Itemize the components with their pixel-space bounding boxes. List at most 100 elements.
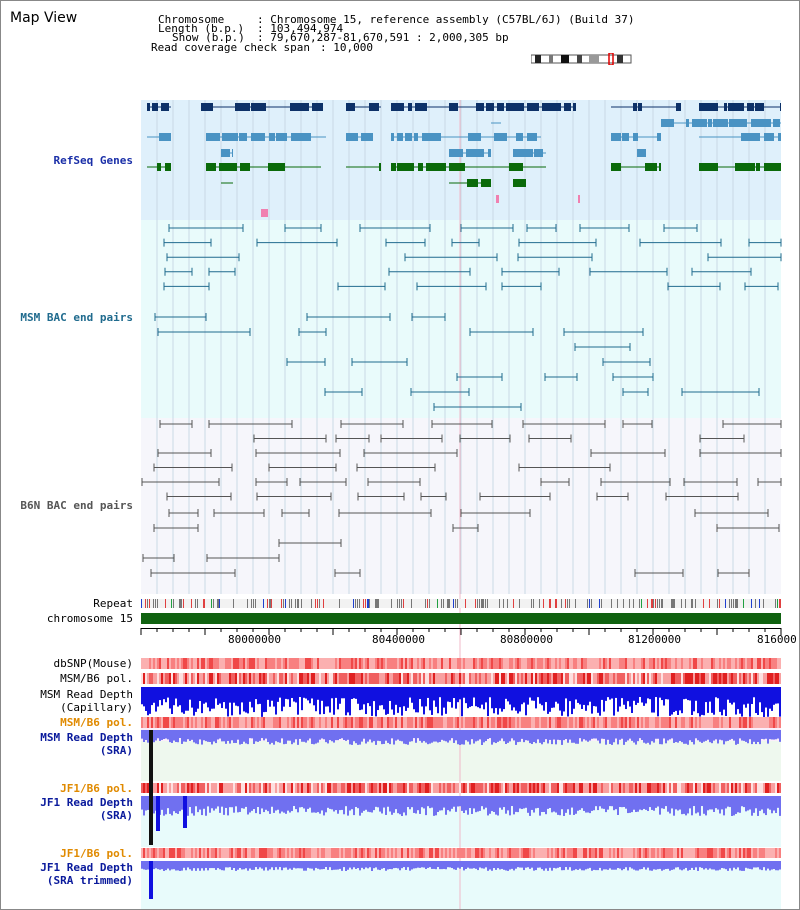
depth-bar xyxy=(419,861,421,868)
polymorphism-cell xyxy=(435,848,437,858)
polymorphism-cell xyxy=(363,658,365,669)
polymorphism-cell xyxy=(595,673,597,684)
polymorphism-cell xyxy=(287,783,289,793)
repeat-element xyxy=(499,599,500,608)
depth-bar xyxy=(181,730,183,744)
depth-bar xyxy=(537,796,539,808)
depth-bar xyxy=(533,796,535,813)
polymorphism-cell xyxy=(313,783,315,793)
gene-exon xyxy=(764,133,774,141)
polymorphism-cell xyxy=(387,673,389,684)
polymorphism-cell xyxy=(155,673,157,684)
polymorphism-cell xyxy=(725,673,727,684)
depth-bar xyxy=(449,687,451,703)
polymorphism-cell xyxy=(329,658,331,669)
chromosome-bar[interactable] xyxy=(141,613,781,624)
repeat-element xyxy=(443,599,444,608)
depth-bar xyxy=(227,796,229,816)
depth-bar xyxy=(227,687,229,717)
polymorphism-cell xyxy=(773,848,775,858)
polymorphism-cell xyxy=(209,717,211,728)
polymorphism-cell xyxy=(457,673,459,684)
gene-exon xyxy=(251,133,265,141)
depth-bar xyxy=(441,796,443,811)
gene-exon xyxy=(222,133,238,141)
polymorphism-cell xyxy=(615,717,617,728)
depth-bar xyxy=(685,861,687,868)
repeat-element xyxy=(641,599,642,608)
depth-bar xyxy=(359,861,361,871)
depth-bar xyxy=(677,796,679,811)
polymorphism-cell xyxy=(631,658,633,669)
depth-bar xyxy=(245,730,247,744)
chromosome-ideogram[interactable] xyxy=(531,53,635,65)
depth-bar xyxy=(403,730,405,744)
polymorphism-cell xyxy=(709,673,711,684)
polymorphism-cell xyxy=(409,658,411,669)
depth-bar xyxy=(235,796,237,807)
depth-bar xyxy=(147,730,149,743)
polymorphism-cell xyxy=(593,848,595,858)
polymorphism-cell xyxy=(579,717,581,728)
depth-bar xyxy=(375,687,377,717)
depth-bar xyxy=(379,796,381,812)
polymorphism-cell xyxy=(271,783,273,793)
depth-bar xyxy=(395,730,397,741)
depth-bar xyxy=(221,861,223,871)
polymorphism-cell xyxy=(477,717,479,728)
refseq-genes-label[interactable]: RefSeq Genes xyxy=(53,154,133,167)
depth-bar xyxy=(215,861,217,870)
depth-bar xyxy=(763,861,765,868)
polymorphism-cell xyxy=(437,658,439,669)
depth-bar xyxy=(217,861,219,869)
polymorphism-cell xyxy=(649,717,651,728)
polymorphism-cell xyxy=(339,673,341,684)
depth-bar xyxy=(771,730,773,740)
depth-bar xyxy=(287,861,289,870)
polymorphism-cell xyxy=(767,658,769,669)
polymorphism-cell xyxy=(263,658,265,669)
depth-bar xyxy=(545,861,547,869)
polymorphism-cell xyxy=(635,717,637,728)
polymorphism-cell xyxy=(277,658,279,669)
depth-bar xyxy=(171,687,173,714)
depth-bar xyxy=(467,796,469,815)
polymorphism-cell xyxy=(343,658,345,669)
polymorphism-cell xyxy=(411,848,413,858)
polymorphism-cell xyxy=(603,783,605,793)
depth-bar xyxy=(279,730,281,743)
msm-bac-label[interactable]: MSM BAC end pairs xyxy=(20,311,133,324)
polymorphism-cell xyxy=(559,673,561,684)
depth-bar xyxy=(683,796,685,814)
depth-bar xyxy=(639,861,641,870)
repeat-element xyxy=(297,599,299,608)
polymorphism-cell xyxy=(645,848,647,858)
b6n-bac-label[interactable]: B6N BAC end pairs xyxy=(20,499,133,512)
repeat-element xyxy=(181,599,182,608)
polymorphism-cell xyxy=(755,673,757,684)
polymorphism-cell xyxy=(577,673,579,684)
depth-bar xyxy=(433,796,435,816)
polymorphism-cell xyxy=(209,658,211,669)
gene-exon xyxy=(661,119,674,127)
polymorphism-cell xyxy=(705,658,707,669)
polymorphism-cell xyxy=(473,783,475,793)
depth-bar xyxy=(227,861,229,868)
depth-bar xyxy=(497,861,499,869)
repeat-element xyxy=(475,599,476,608)
depth-bar xyxy=(445,861,447,870)
depth-bar xyxy=(385,730,387,741)
polymorphism-cell xyxy=(503,783,505,793)
polymorphism-cell xyxy=(285,717,287,728)
polymorphism-cell xyxy=(757,717,759,728)
depth-bar xyxy=(333,730,335,743)
depth-bar xyxy=(617,796,619,815)
polymorphism-cell xyxy=(573,717,575,728)
repeat-element xyxy=(639,599,640,608)
gene-exon xyxy=(397,163,414,171)
gene-exon xyxy=(291,133,311,141)
depth-bar xyxy=(251,687,253,708)
depth-bar xyxy=(533,687,535,701)
polymorphism-cell xyxy=(469,717,471,728)
